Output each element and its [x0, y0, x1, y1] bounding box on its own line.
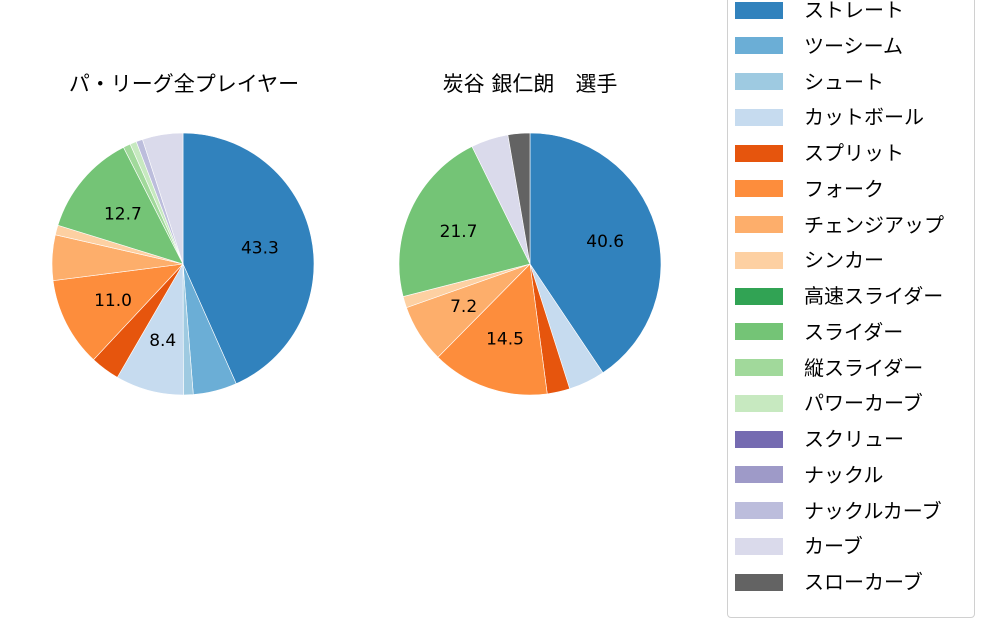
legend-label: スクリュー: [804, 427, 904, 451]
legend-label: カーブ: [804, 534, 863, 559]
legend-item: スライダー: [735, 320, 903, 344]
legend-swatch: [735, 537, 783, 555]
legend-item: 縦スライダー: [735, 356, 923, 380]
legend-item: シンカー: [735, 248, 884, 272]
legend-label: 高速スライダー: [804, 284, 944, 308]
legend-swatch: [735, 287, 783, 305]
legend-item: パワーカーブ: [735, 391, 923, 415]
legend-swatch: [735, 394, 783, 412]
pie-slice: [142, 132, 184, 265]
pie-slice: [52, 263, 184, 361]
slice-percent-label: 14.5: [486, 330, 524, 350]
legend-label: スライダー: [804, 319, 904, 344]
player-pie-chart: 40.6 14.5 7.2 21.7: [398, 132, 662, 396]
legend-swatch: [735, 73, 783, 90]
pie-slice: [398, 146, 531, 297]
legend-item: スプリット: [735, 141, 904, 165]
pie-slice: [529, 132, 662, 374]
pie-slice: [57, 146, 184, 265]
slice-percent-label: 11.0: [94, 291, 132, 311]
legend-item: スクリュー: [735, 427, 904, 451]
legend-swatch: [735, 359, 783, 376]
slice-percent-label: 8.4: [149, 331, 176, 351]
league-pie-chart: 43.3 8.4 11.0 12.7: [51, 132, 315, 396]
legend-label: ナックルカーブ: [804, 498, 942, 523]
legend-swatch: [735, 108, 783, 126]
legend-item: スローカーブ: [735, 570, 923, 594]
slice-percent-label: 43.3: [241, 239, 279, 259]
pie-slice: [507, 132, 531, 265]
legend-label: フォーク: [804, 176, 884, 201]
pie-slice: [182, 132, 315, 385]
legend-item: ナックルカーブ: [735, 499, 942, 523]
legend-label: シンカー: [804, 248, 884, 273]
pie-charts: 43.3 8.4 11.0 12.7 40.6 14.5 7.2 21.7: [51, 132, 662, 396]
legend: ストレートツーシームシュートカットボール スプリットフォークチェンジアップ シンカー…: [727, 0, 975, 618]
legend-swatch: [735, 573, 783, 591]
legend-label: ストレート: [804, 0, 904, 22]
legend-label: チェンジアップ: [804, 212, 944, 237]
legend-item: カットボール: [735, 105, 924, 129]
slice-percent-label: 7.2: [450, 297, 477, 317]
pie-slice: [437, 263, 548, 396]
legend-label: カットボール: [804, 105, 924, 130]
legend-item: シュート: [735, 70, 884, 94]
legend-item: ツーシーム: [735, 34, 903, 58]
slice-percent-label: 12.7: [104, 204, 142, 224]
legend-item: ナックル: [735, 463, 883, 487]
legend-swatch: [735, 502, 783, 519]
legend-item: ストレート: [735, 0, 904, 22]
legend-label: シュート: [804, 69, 884, 94]
legend-label: スプリット: [804, 141, 904, 165]
legend-swatch: [735, 216, 783, 233]
legend-swatch: [735, 180, 783, 198]
legend-label: 縦スライダー: [804, 355, 924, 380]
legend-item: 高速スライダー: [735, 284, 943, 308]
legend-item: カーブ: [735, 534, 863, 558]
legend-swatch: [735, 144, 783, 162]
legend-swatch: [735, 466, 783, 484]
legend-swatch: [735, 1, 783, 19]
slice-percent-label: 40.6: [586, 232, 624, 252]
legend-item: チェンジアップ: [735, 213, 944, 237]
legend-label: ツーシーム: [804, 33, 903, 58]
right-chart-title: 炭谷 銀仁朗 選手: [442, 72, 618, 96]
legend-swatch: [735, 430, 783, 448]
legend-item: フォーク: [735, 177, 884, 201]
left-chart-title: パ・リーグ全プレイヤー: [68, 72, 300, 96]
legend-label: スローカーブ: [804, 570, 923, 594]
legend-label: パワーカーブ: [804, 391, 923, 416]
legend-swatch: [735, 251, 783, 269]
legend-swatch: [735, 37, 783, 55]
legend-swatch: [735, 323, 783, 341]
legend-label: ナックル: [804, 462, 884, 487]
slice-percent-label: 21.7: [440, 222, 478, 242]
